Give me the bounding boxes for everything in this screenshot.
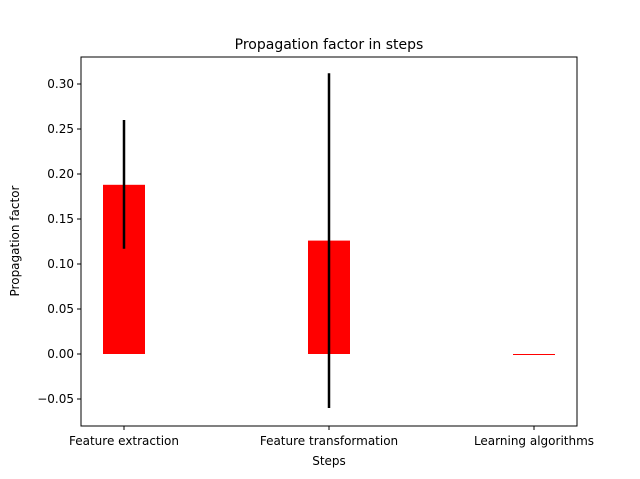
bar — [513, 354, 555, 355]
x-axis-label: Steps — [312, 454, 346, 468]
x-tick-label: Feature transformation — [260, 434, 398, 448]
y-tick-label: 0.25 — [47, 122, 74, 136]
y-tick-label: 0.20 — [47, 167, 74, 181]
y-axis-label: Propagation factor — [8, 185, 22, 296]
chart-title: Propagation factor in steps — [235, 37, 424, 53]
y-axis: −0.05 0.00 0.05 0.10 0.15 0.20 0.25 0.30 — [37, 77, 81, 406]
error-bars-layer — [122, 73, 331, 408]
x-tick-label: Learning algorithms — [474, 434, 594, 448]
x-axis: Feature extraction Feature transformation… — [69, 426, 594, 448]
y-tick-label: 0.00 — [47, 347, 74, 361]
y-tick-label: −0.05 — [37, 392, 74, 406]
y-tick-label: 0.15 — [47, 212, 74, 226]
y-tick-label: 0.05 — [47, 302, 74, 316]
y-tick-label: 0.10 — [47, 257, 74, 271]
x-tick-label: Feature extraction — [69, 434, 179, 448]
y-tick-label: 0.30 — [47, 77, 74, 91]
